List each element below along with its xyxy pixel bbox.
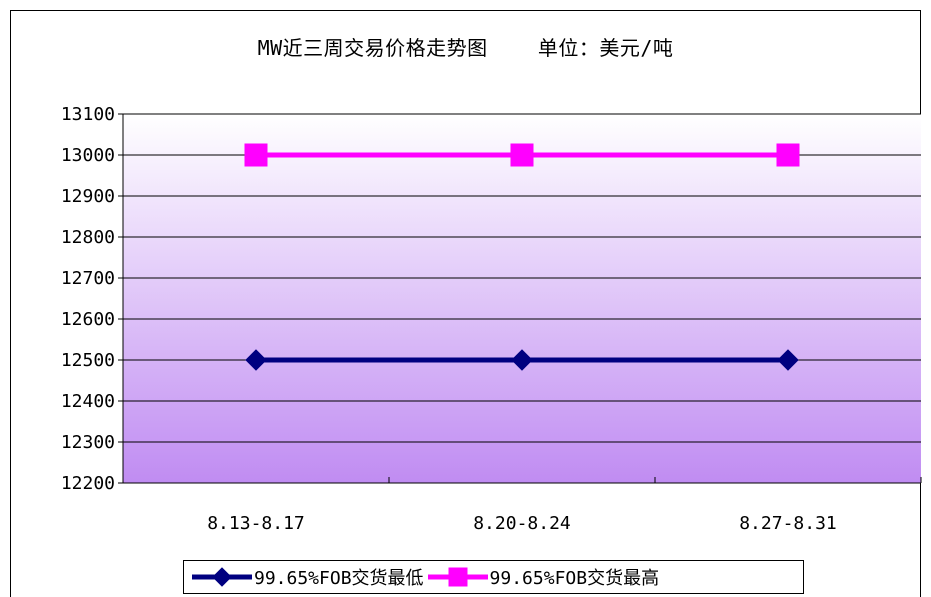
y-tick-label: 13100 <box>61 104 115 125</box>
legend-label: 99.65%FOB交货最高 <box>489 568 660 589</box>
y-tick-label: 12200 <box>61 473 115 494</box>
plot-area <box>123 114 921 483</box>
data-point-square <box>244 143 268 167</box>
y-tick-label: 13000 <box>61 145 115 166</box>
data-point-diamond <box>777 349 799 371</box>
y-tick-label: 12800 <box>61 227 115 248</box>
chart-title: MW近三周交易价格走势图 单位：美元/吨 <box>257 36 674 60</box>
y-tick-label: 12300 <box>61 432 115 453</box>
data-point-diamond <box>511 349 533 371</box>
legend-item: 99.65%FOB交货最高 <box>426 564 660 590</box>
data-point-square <box>510 143 534 167</box>
chart-canvas: 12200 12300 12400 12500 12600 12700 12800 12900… <box>61 104 922 534</box>
data-point-diamond <box>245 349 267 371</box>
data-point-diamond <box>212 567 232 587</box>
x-tick-label: 8.13-8.17 <box>207 513 305 534</box>
data-point-square <box>776 143 800 167</box>
y-tick-label: 12900 <box>61 186 115 207</box>
y-tick-label: 12700 <box>61 268 115 289</box>
x-tick-label: 8.20-8.24 <box>473 513 571 534</box>
y-tick-label: 12400 <box>61 391 115 412</box>
y-tick-label: 12500 <box>61 350 115 371</box>
data-point-square <box>448 567 468 587</box>
legend-label: 99.65%FOB交货最低 <box>254 568 424 589</box>
y-tick-label: 12600 <box>61 309 115 330</box>
legend: 99.65%FOB交货最低 99.65%FOB交货最高 <box>183 560 804 594</box>
x-tick-label: 8.27-8.31 <box>739 513 837 534</box>
legend-swatch <box>192 567 252 587</box>
legend-item: 99.65%FOB交货最低 <box>190 564 424 590</box>
legend-swatch <box>427 567 488 587</box>
